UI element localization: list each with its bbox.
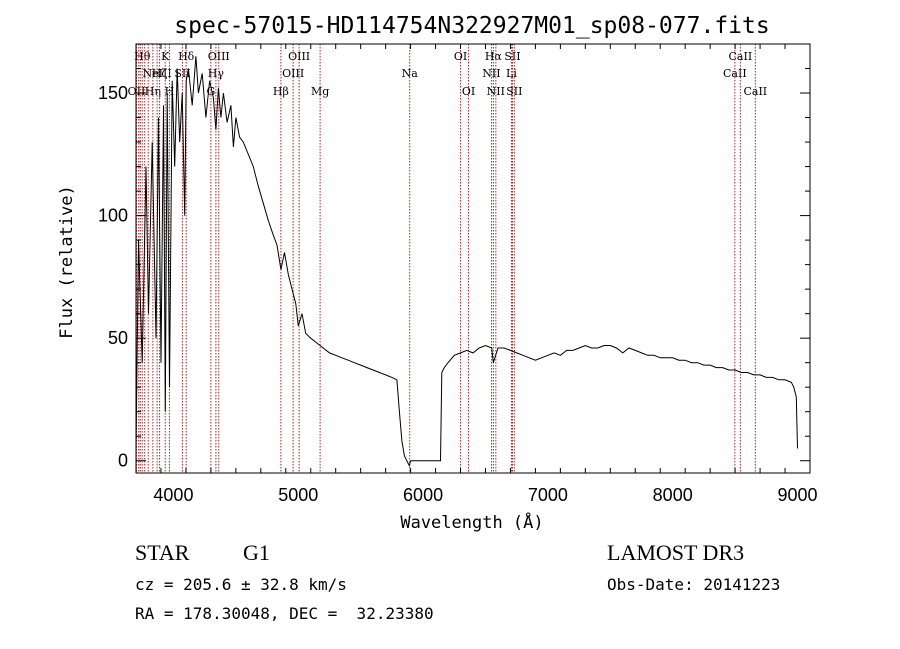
spectral-line-label-26: Li (506, 67, 517, 80)
x-tick-label: 9000 (777, 485, 817, 505)
spectral-line-label-13: G (206, 85, 215, 98)
y-axis-label: Flux (relative) (57, 185, 77, 339)
spectral-line-label-3: Hθ (134, 50, 151, 63)
y-tick-label: 50 (108, 328, 128, 348)
chart-title: spec-57015-HD114754N322927M01_sp08-077.f… (174, 13, 769, 39)
x-tick-label: 7000 (528, 485, 568, 505)
x-tick-label: 5000 (278, 485, 318, 505)
y-tick-label: 100 (98, 206, 128, 226)
spectral-line-label-18: OIII (288, 50, 310, 63)
plot-frame (135, 43, 811, 474)
spectral-line-label-9: K (161, 50, 170, 63)
spectral-line-label-20: Na (402, 67, 419, 80)
spectral-line-label-25: NII (487, 85, 505, 98)
redshift-cz: cz = 205.6 ± 32.8 km/s (135, 575, 347, 594)
spectral-line-label-14: Hγ (208, 67, 225, 80)
y-tick-label: 150 (98, 83, 128, 103)
spectral-line-label-6: Hη (145, 85, 161, 98)
ra-dec: RA = 178.30048, DEC = 32.23380 (135, 604, 434, 623)
spectral-line-label-8: Hζ (152, 67, 168, 80)
spectral-lines-layer: OIIHθHηNeIIIHζKHSIIHδGHγOIIIHβOIIIOIIIMg… (128, 44, 767, 473)
spectral-line-label-21: OI (454, 50, 467, 63)
x-tick-label: 4000 (153, 485, 193, 505)
x-tick-label: 6000 (403, 485, 443, 505)
survey-name: LAMOST DR3 (607, 540, 745, 565)
x-tick-label: 8000 (653, 485, 693, 505)
spectral-line-label-30: CaII (729, 50, 753, 63)
spectral-line-label-24: Hα (485, 50, 503, 63)
spectral-line-label-10: H (165, 85, 175, 98)
spectral-line-label-16: Hβ (273, 85, 289, 98)
spectral-line-label-12: Hδ (178, 50, 195, 63)
y-tick-label: 0 (118, 451, 128, 471)
spectral-line-label-29: CaII (723, 67, 747, 80)
spectral-line-label-17: OIII (282, 67, 304, 80)
spectral-line-label-19: Mg (311, 85, 329, 98)
spectral-line-label-31: CaII (743, 85, 767, 98)
spectral-line-label-15: OIII (208, 50, 230, 63)
object-subclass: G1 (243, 540, 270, 565)
observation-date: Obs-Date: 20141223 (607, 575, 781, 594)
spectral-line-label-27: SII (504, 50, 520, 63)
x-axis-label: Wavelength (Å) (400, 511, 543, 533)
spectral-line-label-28: SII (506, 85, 522, 98)
spectrum-line (135, 56, 798, 467)
x-ticks: 4000 5000 6000 7000 8000 9000 (153, 44, 818, 505)
spectral-line-label-23: NII (482, 67, 500, 80)
spectral-line-label-22: OI (462, 85, 475, 98)
object-class: STAR (135, 540, 190, 565)
y-ticks: 0 50 100 150 (98, 43, 810, 471)
spectral-line-label-7: NeIII (143, 67, 172, 80)
